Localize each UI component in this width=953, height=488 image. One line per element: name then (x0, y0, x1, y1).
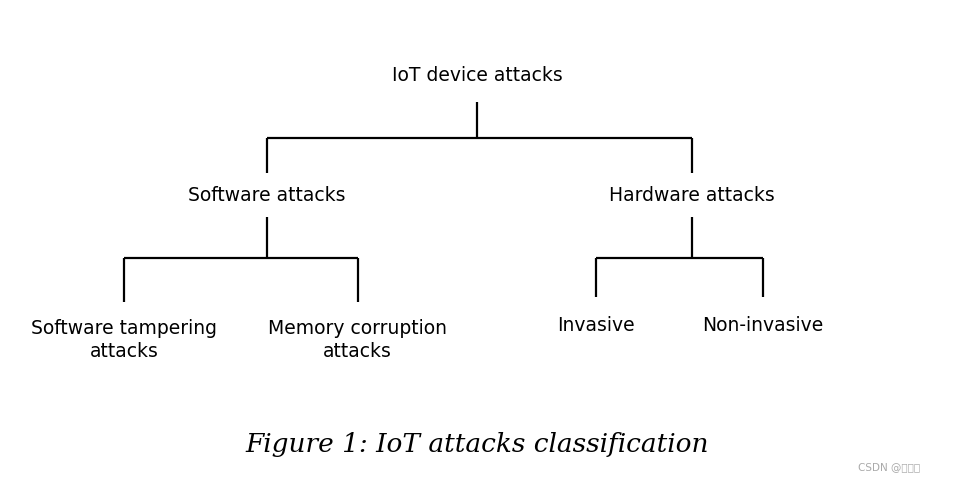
Text: Software attacks: Software attacks (188, 186, 346, 204)
Text: CSDN @雨今雨: CSDN @雨今雨 (858, 461, 920, 471)
Text: Non-invasive: Non-invasive (701, 315, 823, 334)
Text: Software tampering
attacks: Software tampering attacks (31, 318, 216, 360)
Text: Hardware attacks: Hardware attacks (608, 186, 774, 204)
Text: Figure 1: IoT attacks classification: Figure 1: IoT attacks classification (245, 431, 708, 457)
Text: Memory corruption
attacks: Memory corruption attacks (268, 318, 447, 360)
Text: IoT device attacks: IoT device attacks (392, 66, 561, 85)
Text: Invasive: Invasive (557, 315, 635, 334)
